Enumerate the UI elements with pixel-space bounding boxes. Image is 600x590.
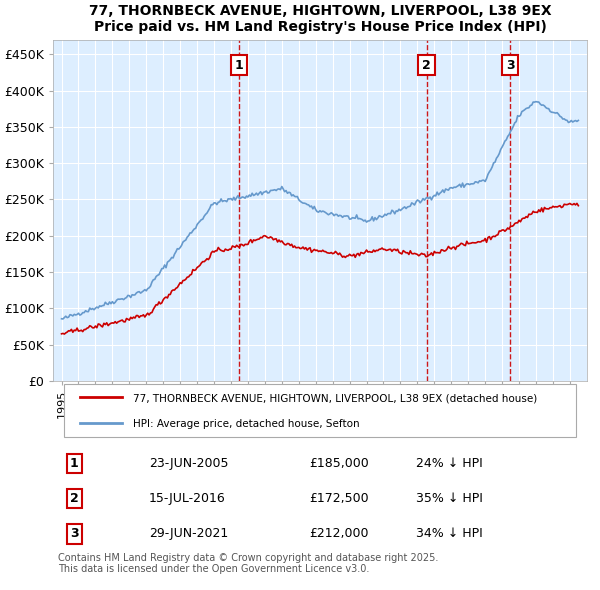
Text: £185,000: £185,000 xyxy=(309,457,369,470)
FancyBboxPatch shape xyxy=(64,384,576,437)
Text: 77, THORNBECK AVENUE, HIGHTOWN, LIVERPOOL, L38 9EX (detached house): 77, THORNBECK AVENUE, HIGHTOWN, LIVERPOO… xyxy=(133,394,538,404)
Text: £172,500: £172,500 xyxy=(309,492,369,505)
Text: 23-JUN-2005: 23-JUN-2005 xyxy=(149,457,229,470)
Text: 1: 1 xyxy=(235,58,244,71)
Text: 3: 3 xyxy=(70,527,79,540)
Text: £212,000: £212,000 xyxy=(309,527,369,540)
Text: Contains HM Land Registry data © Crown copyright and database right 2025.
This d: Contains HM Land Registry data © Crown c… xyxy=(58,553,439,574)
Text: 15-JUL-2016: 15-JUL-2016 xyxy=(149,492,226,505)
Title: 77, THORNBECK AVENUE, HIGHTOWN, LIVERPOOL, L38 9EX
Price paid vs. HM Land Regist: 77, THORNBECK AVENUE, HIGHTOWN, LIVERPOO… xyxy=(89,4,551,34)
Text: 2: 2 xyxy=(70,492,79,505)
Text: 24% ↓ HPI: 24% ↓ HPI xyxy=(416,457,483,470)
Text: HPI: Average price, detached house, Sefton: HPI: Average price, detached house, Seft… xyxy=(133,419,360,429)
Text: 29-JUN-2021: 29-JUN-2021 xyxy=(149,527,229,540)
Text: 35% ↓ HPI: 35% ↓ HPI xyxy=(416,492,483,505)
Text: 3: 3 xyxy=(506,58,515,71)
Text: 1: 1 xyxy=(70,457,79,470)
Text: 34% ↓ HPI: 34% ↓ HPI xyxy=(416,527,483,540)
Text: 2: 2 xyxy=(422,58,431,71)
